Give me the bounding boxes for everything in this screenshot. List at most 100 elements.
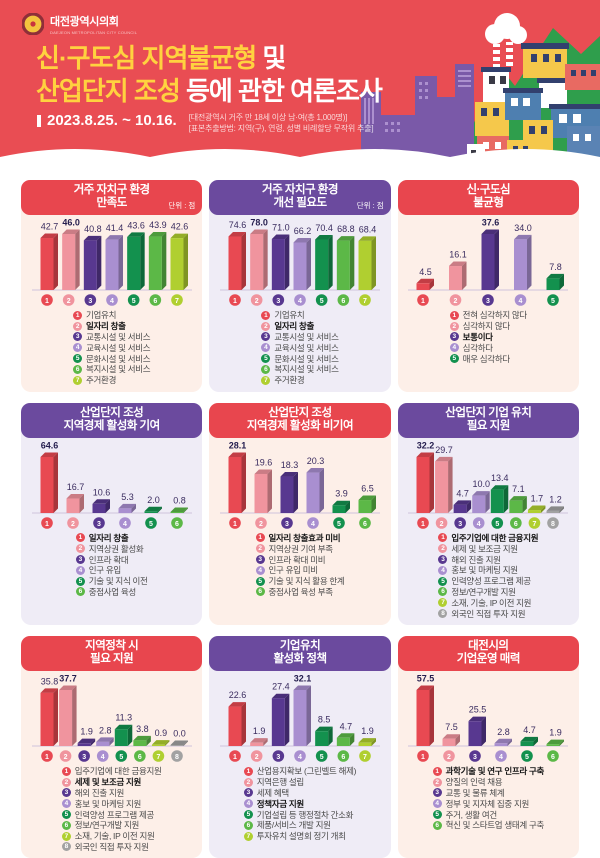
legend-number-badge: 6 bbox=[61, 820, 71, 830]
value-label: 10.0 bbox=[473, 479, 491, 489]
bar: 64.61 bbox=[40, 441, 58, 529]
legend-number-badge: 4 bbox=[449, 343, 459, 353]
panel-title-line1: 거주 자치구 환경 bbox=[262, 184, 338, 196]
legend-item: 3 해외 진출 지원 bbox=[61, 788, 162, 799]
series-number-badge bbox=[417, 750, 430, 762]
series-number-badge bbox=[170, 294, 183, 306]
panel-title-line2: 지역경제 활성화 기여 bbox=[63, 419, 161, 432]
bar-chart: 28.1 1 19.6 2 18.3 3 20.3 4 3.9 5 6.5 6 bbox=[209, 441, 390, 531]
legend-number-badge: 5 bbox=[449, 354, 459, 364]
series-number: 7 bbox=[363, 298, 367, 305]
legend-label: 정부 및 지자체 집중 지원 bbox=[445, 798, 530, 809]
panel-title-line1: 산업단지 조성 bbox=[268, 406, 332, 419]
panel-industrial-noncontribution: 산업단지 조성 지역경제 활성화 비기여 28.1 1 19.6 2 18.3 3 20.3… bbox=[209, 402, 391, 625]
legend-label: 기업설립 등 행정절차 간소화 bbox=[256, 809, 354, 820]
council-logo: 대전광역시의회 DAEJEON METROPOLITAN CITY COUNCI… bbox=[22, 13, 137, 35]
bar: 29.72 bbox=[435, 444, 453, 529]
legend-label: 양질의 인력 채용 bbox=[445, 777, 503, 788]
bar: 19.62 bbox=[254, 457, 272, 529]
value-label: 1.2 bbox=[550, 494, 563, 504]
panel-header: 신·구도심 불균형 bbox=[397, 180, 579, 215]
series-number: 3 bbox=[486, 298, 490, 305]
value-label: 2.0 bbox=[147, 494, 160, 504]
value-label: 8.5 bbox=[318, 715, 331, 725]
legend-label: 일자리 창출 bbox=[88, 532, 129, 543]
value-label: 46.0 bbox=[62, 218, 80, 228]
panel-header: 산업단지 기업 유치 필요 지원 bbox=[397, 402, 579, 438]
panel-industrial-contribution: 산업단지 조성 지역경제 활성화 기여 64.6 1 16.7 2 10.6 3 5.3 4 2… bbox=[21, 402, 203, 625]
legend-item: 1 전혀 심각하지 않다 bbox=[449, 310, 527, 321]
series-number: 4 bbox=[311, 520, 315, 527]
series-number: 2 bbox=[71, 520, 75, 527]
series-number-badge bbox=[547, 750, 560, 762]
series-number: 6 bbox=[341, 298, 345, 305]
bar: 35.81 bbox=[40, 676, 58, 762]
value-label: 37.6 bbox=[482, 218, 500, 228]
value-label: 70.4 bbox=[315, 223, 333, 233]
series-number: 3 bbox=[276, 754, 280, 761]
legend-item: 1 기업유치 bbox=[261, 310, 338, 321]
series-number: 7 bbox=[175, 298, 179, 305]
survey-meta: 2023.8.25. ~ 10.16. [대전광역시 거주 만 18세 이상 남… bbox=[37, 112, 374, 134]
legend-label: 인프라 확대 bbox=[88, 554, 129, 565]
series-number: 2 bbox=[454, 298, 458, 305]
bar: 57.51 bbox=[416, 674, 435, 762]
bar: 10.63 bbox=[92, 487, 110, 529]
legend-label: 홍보 및 마케팅 지원 bbox=[74, 798, 142, 809]
series-number-badge bbox=[417, 516, 430, 529]
bar: 1.28 bbox=[546, 494, 565, 529]
legend-item: 6 복지시설 및 서비스 bbox=[73, 364, 151, 375]
bar: 0.08 bbox=[170, 728, 188, 762]
series-number-badge bbox=[450, 294, 462, 306]
value-label: 37.7 bbox=[59, 674, 77, 684]
legend-number-badge: 5 bbox=[255, 576, 265, 586]
bar: 43.65 bbox=[126, 220, 145, 306]
chart-row-1: 거주 자치구 환경 만족도 단위 : 점 42.7 1 46.0 2 40.8 3 41.4… bbox=[0, 180, 600, 392]
series-number-badge bbox=[515, 294, 527, 306]
legend-item: 2 일자리 창출 bbox=[73, 321, 150, 332]
legend-item: 1 일자리 창출효과 미비 bbox=[255, 533, 345, 544]
value-label: 64.6 bbox=[40, 441, 58, 451]
legend-label: 입주기업에 대한 금융지원 bbox=[451, 532, 539, 543]
legend-label: 중점사업 육성 부족 bbox=[268, 586, 334, 597]
bar: 8.55 bbox=[315, 715, 333, 762]
legend-number-badge: 1 bbox=[61, 766, 71, 776]
legend-label: 문화시설 및 서비스 bbox=[86, 353, 151, 364]
panel-downtown-imbalance: 신·구도심 불균형 4.5 1 16.1 2 37.6 3 34.0 4 7.8 5 1 전혀 심각… bbox=[397, 180, 579, 392]
legend-item: 3 인프라 확대 미비 bbox=[255, 554, 345, 565]
series-number: 4 bbox=[499, 754, 503, 761]
series-number-badge bbox=[337, 294, 350, 306]
bar-chart: 57.5 1 7.5 2 25.5 3 2.8 4 4.7 5 1.9 6 bbox=[398, 674, 579, 764]
legend-item: 6 정보/연구개발 지원 bbox=[438, 587, 538, 598]
bar: 16.12 bbox=[449, 250, 467, 306]
bar: 18.33 bbox=[280, 460, 298, 529]
panel-title-line1: 지역정착 시 bbox=[85, 639, 139, 652]
legend-label: 기술 및 지식 활용 한계 bbox=[268, 576, 345, 587]
value-label: 71.0 bbox=[272, 223, 290, 233]
series-number-badge bbox=[170, 750, 183, 762]
series-number-badge bbox=[469, 750, 482, 762]
value-label: 2.8 bbox=[498, 727, 511, 737]
panel-title-line2: 개선 필요도 bbox=[273, 197, 327, 209]
series-number-badge bbox=[337, 750, 350, 762]
legend-label: 주거환경 bbox=[86, 375, 117, 386]
value-label: 11.3 bbox=[115, 713, 132, 723]
series-number: 5 bbox=[320, 754, 324, 761]
value-label: 7.5 bbox=[446, 722, 459, 732]
series-number-badge bbox=[528, 516, 541, 529]
legend-number-badge: 1 bbox=[432, 766, 442, 776]
legend-label: 교육시설 및 서비스 bbox=[274, 342, 339, 353]
wave-divider bbox=[0, 149, 600, 162]
unit-label: 단위 : 점 bbox=[168, 201, 196, 210]
series-number-badge bbox=[482, 294, 495, 306]
value-label: 28.1 bbox=[229, 441, 247, 451]
value-label: 74.6 bbox=[229, 220, 247, 230]
legend-label: 소재, 기술, IP 이전 지원 bbox=[451, 597, 532, 608]
series-number: 5 bbox=[496, 520, 500, 527]
legend-number-badge: 5 bbox=[61, 810, 71, 820]
series-number-badge bbox=[495, 750, 508, 762]
